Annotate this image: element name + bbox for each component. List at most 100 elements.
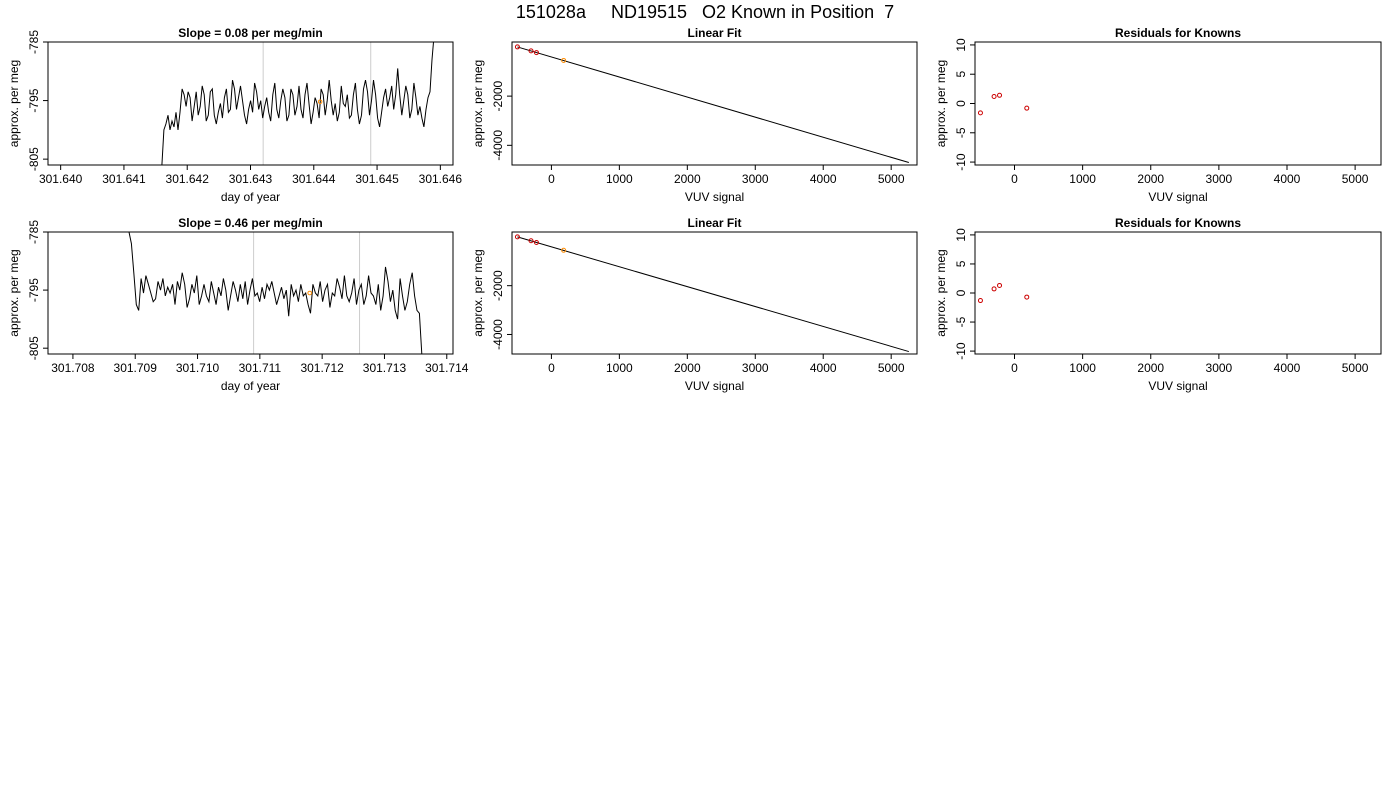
y-tick-label: -785	[27, 220, 41, 244]
x-axis-label: VUV signal	[685, 190, 744, 204]
y-tick-label: 10	[954, 228, 968, 242]
x-tick-label: 2000	[1137, 172, 1164, 186]
linear-fit-1-panel: 0 1000 2000 3000 4000 5000 -2000 -4000 Linear Fi…	[471, 26, 918, 204]
chart-title: Residuals for Knowns	[1115, 26, 1241, 40]
y-axis-label: approx. per meg	[471, 60, 485, 147]
x-tick-label: 2000	[674, 172, 701, 186]
known-point	[991, 93, 997, 99]
time-series-1-frame	[47, 41, 454, 166]
residuals-2-plot-content	[977, 282, 1030, 304]
x-tick-label: 301.640	[39, 172, 83, 186]
linear-fit-1-plot-content	[514, 44, 909, 164]
y-tick-label: -785	[27, 30, 41, 54]
x-tick-label: 301.644	[292, 172, 336, 186]
time-series-1-panel: 301.640 301.641 301.642 301.643 301.644 301.6…	[7, 26, 462, 204]
x-tick-label: 3000	[1206, 172, 1233, 186]
y-axis-label: approx. per meg	[471, 249, 485, 336]
chart-title: Slope = 0.46 per meg/min	[178, 216, 322, 230]
chart-title: Linear Fit	[687, 26, 741, 40]
x-tick-label: 301.643	[229, 172, 273, 186]
x-axis-label: VUV signal	[1148, 379, 1207, 393]
x-tick-label: 5000	[878, 361, 905, 375]
known-point	[977, 110, 983, 116]
residuals-1-panel: 0 1000 2000 3000 4000 5000 10 5 0 -5 -10 Residuals …	[934, 26, 1382, 204]
fit-line	[517, 236, 909, 353]
sample-point	[561, 57, 567, 63]
x-tick-label: 1000	[606, 172, 633, 186]
linear-fit-2-plot-content	[514, 234, 909, 353]
x-tick-label: 0	[1011, 361, 1018, 375]
known-point	[528, 238, 534, 244]
chart-title: Linear Fit	[687, 216, 741, 230]
fit-line	[517, 46, 909, 164]
sample-point	[561, 247, 567, 253]
x-tick-label: 301.714	[425, 361, 469, 375]
chart-title: Residuals for Knowns	[1115, 216, 1241, 230]
x-tick-label: 0	[548, 361, 555, 375]
series-line	[128, 232, 423, 354]
x-tick-label: 3000	[742, 172, 769, 186]
x-tick-label: 4000	[1274, 361, 1301, 375]
y-tick-label: 0	[954, 100, 968, 107]
known-point	[533, 50, 539, 56]
residuals-1-frame	[974, 41, 1382, 166]
known-point	[528, 48, 534, 54]
y-tick-label: -795	[27, 88, 41, 112]
y-tick-label: -5	[954, 127, 968, 138]
y-axis-label: approx. per meg	[7, 60, 21, 147]
x-tick-label: 5000	[1342, 361, 1369, 375]
y-tick-label: 10	[954, 38, 968, 52]
x-tick-label: 1000	[1069, 361, 1096, 375]
time-series-2-plot-content	[128, 232, 423, 354]
x-tick-label: 2000	[674, 361, 701, 375]
x-tick-label: 5000	[1342, 172, 1369, 186]
y-tick-label: -5	[954, 316, 968, 327]
x-tick-label: 1000	[606, 361, 633, 375]
known-point	[533, 239, 539, 245]
x-tick-label: 301.713	[363, 361, 407, 375]
known-point	[977, 298, 983, 304]
x-tick-label: 301.642	[166, 172, 210, 186]
mean-marker	[307, 290, 312, 296]
residuals-2-frame	[974, 231, 1382, 355]
y-tick-label: 5	[954, 71, 968, 78]
y-tick-label: -795	[27, 278, 41, 302]
linear-fit-2-frame	[511, 231, 918, 355]
chart-title: Slope = 0.08 per meg/min	[178, 26, 322, 40]
x-tick-label: 3000	[742, 361, 769, 375]
x-axis-label: VUV signal	[685, 379, 744, 393]
x-tick-label: 301.645	[355, 172, 399, 186]
y-axis-label: approx. per meg	[7, 249, 21, 336]
x-tick-label: 0	[548, 172, 555, 186]
y-tick-label: 5	[954, 260, 968, 267]
mean-marker	[317, 99, 323, 105]
time-series-2-frame	[47, 231, 454, 355]
x-axis-label: day of year	[221, 190, 280, 204]
x-tick-label: 5000	[878, 172, 905, 186]
x-tick-label: 301.712	[300, 361, 344, 375]
residuals-2-panel: 0 1000 2000 3000 4000 5000 10 5 0 -5 -10 Residuals …	[934, 216, 1382, 393]
y-tick-label: -805	[27, 147, 41, 171]
known-point	[997, 282, 1003, 288]
x-tick-label: 301.641	[102, 172, 146, 186]
y-tick-label: -10	[954, 342, 968, 360]
x-tick-label: 301.709	[114, 361, 158, 375]
x-tick-label: 301.646	[419, 172, 463, 186]
known-point	[514, 44, 520, 50]
y-tick-label: -2000	[491, 80, 505, 111]
residuals-1-plot-content	[977, 92, 1030, 116]
x-tick-label: 4000	[810, 361, 837, 375]
y-tick-label: -4000	[491, 319, 505, 350]
x-tick-label: 2000	[1137, 361, 1164, 375]
y-axis-label: approx. per meg	[934, 249, 948, 336]
y-axis-label: approx. per meg	[934, 60, 948, 147]
x-tick-label: 1000	[1069, 172, 1096, 186]
x-axis-label: day of year	[221, 379, 280, 393]
y-tick-label: -2000	[491, 270, 505, 301]
y-tick-label: -10	[954, 153, 968, 171]
linear-fit-2-panel: 0 1000 2000 3000 4000 5000 -2000 -4000 Linear Fi…	[471, 216, 918, 393]
x-tick-label: 4000	[810, 172, 837, 186]
known-point	[1024, 294, 1030, 300]
y-tick-label: 0	[954, 289, 968, 296]
